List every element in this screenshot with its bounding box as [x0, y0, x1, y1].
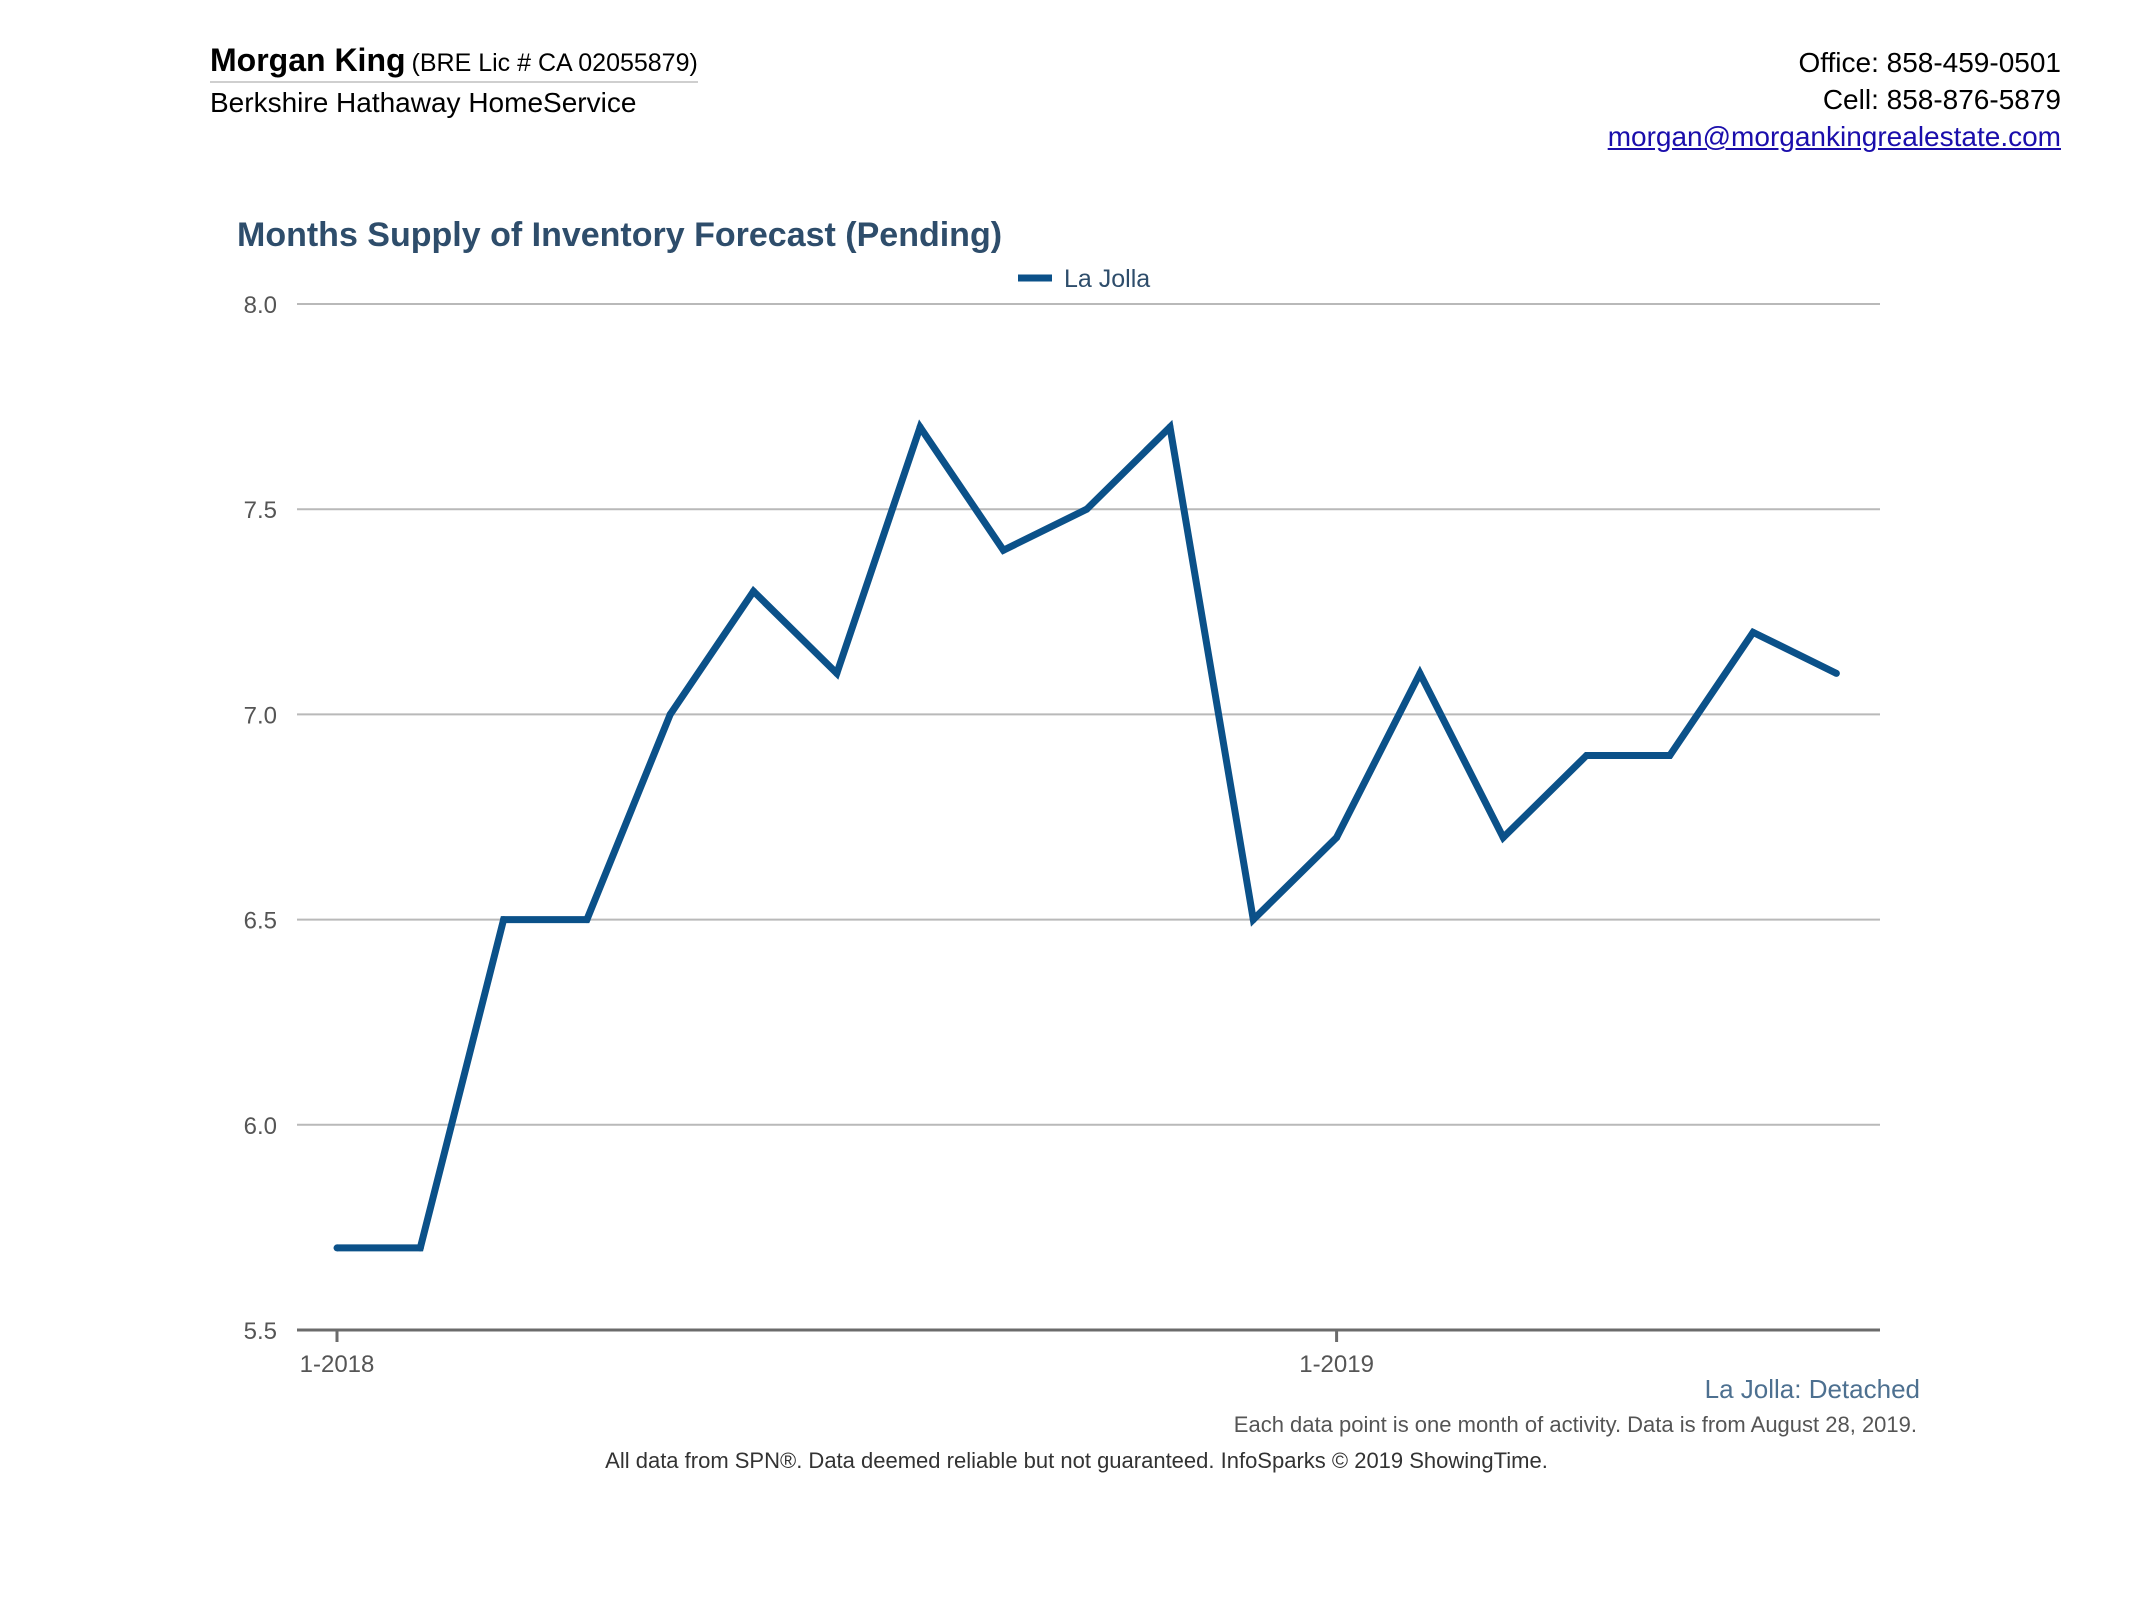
agent-line: Morgan King (BRE Lic # CA 02055879) [210, 42, 698, 83]
data-point [916, 423, 924, 431]
chart-title: Months Supply of Inventory Forecast (Pen… [237, 216, 1003, 254]
y-tick-label: 6.5 [244, 908, 277, 935]
y-tick-label: 6.0 [244, 1113, 277, 1140]
legend-label: La Jolla [1064, 265, 1150, 293]
email-link[interactable]: morgan@morgankingrealestate.com [1607, 121, 2061, 152]
data-point [1249, 916, 1257, 924]
data-point [1166, 423, 1174, 431]
office-phone: Office: 858-459-0501 [1798, 47, 2061, 78]
y-tick-label: 7.5 [244, 497, 277, 524]
property-type: Detached [1808, 1374, 1920, 1404]
disclaimer: All data from SPN®. Data deemed reliable… [605, 1448, 1548, 1473]
area-name: La Jolla [1704, 1374, 1795, 1404]
data-point [500, 916, 508, 924]
agent-info: Morgan King (BRE Lic # CA 02055879) Berks… [210, 42, 698, 119]
data-point [750, 587, 757, 595]
y-tick-label: 5.5 [244, 1318, 277, 1345]
cell-phone: Cell: 858-876-5879 [1822, 84, 2061, 115]
data-point [1083, 505, 1091, 513]
company-name: Berkshire Hathaway HomeService [210, 87, 637, 118]
data-point [666, 710, 674, 718]
data-point [1333, 834, 1341, 842]
data-point [333, 1244, 341, 1252]
x-tick-label: 1-2018 [300, 1351, 375, 1378]
data-point [1499, 834, 1507, 842]
data-point [833, 669, 841, 677]
y-tick-label: 7.0 [244, 702, 277, 729]
data-point [999, 546, 1007, 554]
data-point [583, 916, 591, 924]
data-point [1749, 628, 1757, 636]
data-point [1416, 669, 1424, 677]
data-point [1832, 669, 1840, 677]
x-tick-label: 1-2019 [1299, 1351, 1374, 1378]
data-point [416, 1244, 424, 1252]
data-note: Each data point is one month of activity… [1233, 1412, 1917, 1437]
contact-info: Office: 858-459-0501 Cell: 858-876-5879 … [1608, 44, 2061, 155]
data-point [1583, 751, 1590, 759]
chart-subtitle: La Jolla: Detached [1705, 1374, 1920, 1405]
data-point [1666, 751, 1674, 759]
subtitle-separator: : [1794, 1374, 1809, 1404]
license-number: (BRE Lic # CA 02055879) [411, 49, 698, 77]
y-tick-label: 8.0 [244, 292, 277, 319]
agent-name: Morgan King [210, 42, 406, 78]
